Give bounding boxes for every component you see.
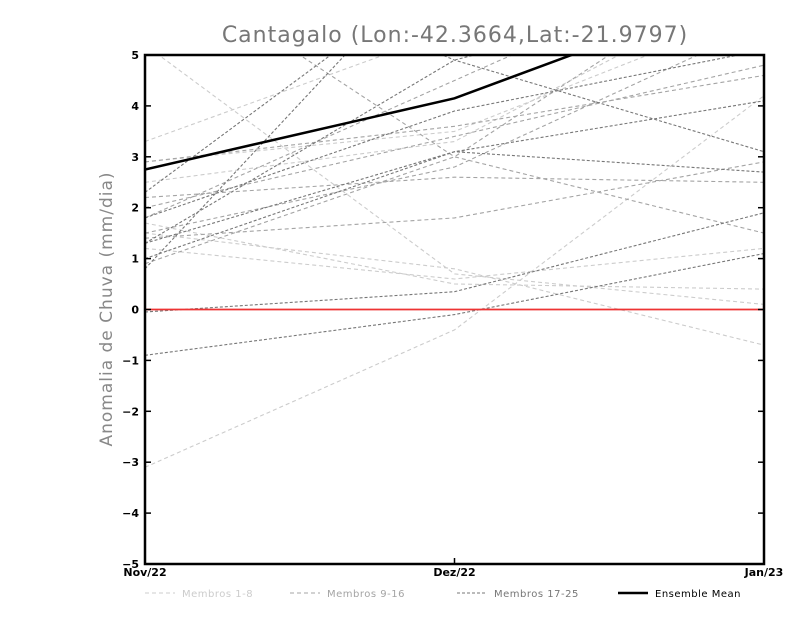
y-tick-label: −4 bbox=[122, 507, 139, 520]
legend-label: Membros 9-16 bbox=[327, 589, 405, 600]
member-line-m12 bbox=[145, 55, 700, 234]
member-line-m19 bbox=[145, 212, 764, 313]
member-line-m22 bbox=[145, 55, 346, 270]
member-line-m16 bbox=[145, 55, 514, 219]
x-tick-label: Dez/22 bbox=[433, 566, 475, 579]
member-line-m11 bbox=[145, 176, 764, 199]
member-line-m18 bbox=[145, 252, 764, 356]
member-line-m21 bbox=[145, 55, 742, 219]
y-tick-label: 1 bbox=[131, 253, 139, 266]
member-line-m08 bbox=[145, 222, 764, 290]
member-line-m15 bbox=[298, 55, 764, 234]
member-line-m02 bbox=[145, 232, 764, 346]
y-tick-label: −1 bbox=[122, 354, 139, 367]
chart-title: Cantagalo (Lon:-42.3664,Lat:-21.9797) bbox=[222, 23, 688, 48]
y-tick-label: −5 bbox=[122, 558, 139, 571]
y-tick-label: 0 bbox=[131, 304, 139, 317]
legend-label: Membros 17-25 bbox=[494, 589, 579, 600]
legend-label: Ensemble Mean bbox=[655, 589, 741, 600]
ensemble-mean-line bbox=[145, 55, 576, 171]
member-line-m07 bbox=[145, 55, 650, 163]
x-tick-label: Jan/23 bbox=[744, 566, 784, 579]
member-line-m09 bbox=[145, 64, 764, 209]
y-axis-label: Anomalia de Chuva (mm/dia) bbox=[97, 171, 117, 446]
x-axis: Nov/22 Dez/22 Jan/23 bbox=[123, 558, 783, 579]
member-line-m23 bbox=[145, 151, 764, 260]
member-line-m24 bbox=[441, 55, 764, 153]
member-line-m03 bbox=[145, 95, 764, 468]
member-line-m25 bbox=[145, 100, 764, 244]
legend-label: Membros 1-8 bbox=[182, 589, 253, 600]
y-tick-label: 5 bbox=[131, 49, 139, 62]
member-line-m04 bbox=[157, 55, 764, 305]
member-line-m13 bbox=[145, 74, 764, 163]
x-tick-label: Nov/22 bbox=[123, 566, 166, 579]
series-layer bbox=[145, 55, 764, 468]
member-line-m06 bbox=[145, 247, 764, 280]
y-tick-label: −2 bbox=[122, 405, 139, 418]
y-tick-label: 4 bbox=[131, 100, 139, 113]
member-line-m10 bbox=[145, 161, 764, 239]
y-axis: −5 −4 −3 −2 −1 0 1 2 3 4 5 bbox=[122, 49, 764, 571]
legend: Membros 1-8 Membros 9-16 Membros 17-25 Ense… bbox=[145, 589, 741, 600]
y-tick-label: 2 bbox=[131, 202, 139, 215]
y-tick-label: −3 bbox=[122, 456, 139, 469]
y-tick-label: 3 bbox=[131, 151, 139, 164]
